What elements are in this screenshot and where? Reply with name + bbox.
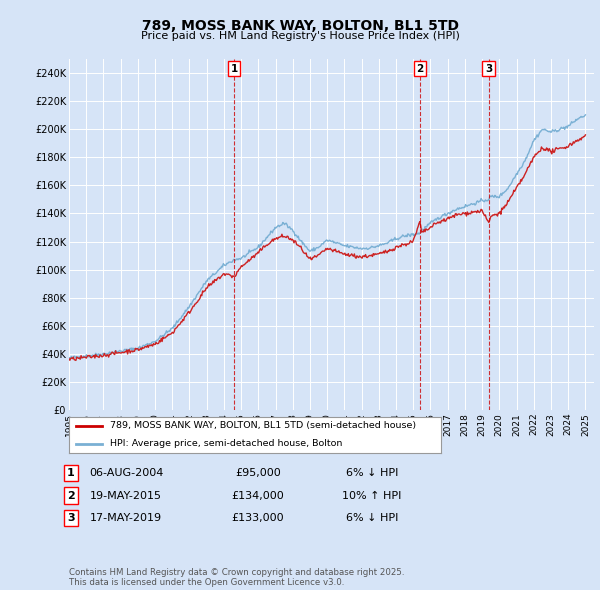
- Text: 1: 1: [230, 64, 238, 74]
- Text: 6% ↓ HPI: 6% ↓ HPI: [346, 513, 398, 523]
- Text: 17-MAY-2019: 17-MAY-2019: [90, 513, 162, 523]
- Text: 3: 3: [485, 64, 492, 74]
- Text: 19-MAY-2015: 19-MAY-2015: [90, 491, 162, 500]
- Text: 1: 1: [67, 468, 74, 478]
- Text: Contains HM Land Registry data © Crown copyright and database right 2025.
This d: Contains HM Land Registry data © Crown c…: [69, 568, 404, 587]
- Text: 789, MOSS BANK WAY, BOLTON, BL1 5TD (semi-detached house): 789, MOSS BANK WAY, BOLTON, BL1 5TD (sem…: [110, 421, 416, 430]
- Text: 06-AUG-2004: 06-AUG-2004: [89, 468, 163, 478]
- Text: £95,000: £95,000: [235, 468, 281, 478]
- Text: £134,000: £134,000: [232, 491, 284, 500]
- Text: 10% ↑ HPI: 10% ↑ HPI: [343, 491, 401, 500]
- Text: 789, MOSS BANK WAY, BOLTON, BL1 5TD: 789, MOSS BANK WAY, BOLTON, BL1 5TD: [142, 19, 458, 33]
- Text: Price paid vs. HM Land Registry's House Price Index (HPI): Price paid vs. HM Land Registry's House …: [140, 31, 460, 41]
- Text: 3: 3: [67, 513, 74, 523]
- Text: 2: 2: [416, 64, 424, 74]
- Text: 2: 2: [67, 491, 74, 500]
- Text: 6% ↓ HPI: 6% ↓ HPI: [346, 468, 398, 478]
- Text: HPI: Average price, semi-detached house, Bolton: HPI: Average price, semi-detached house,…: [110, 440, 342, 448]
- Text: £133,000: £133,000: [232, 513, 284, 523]
